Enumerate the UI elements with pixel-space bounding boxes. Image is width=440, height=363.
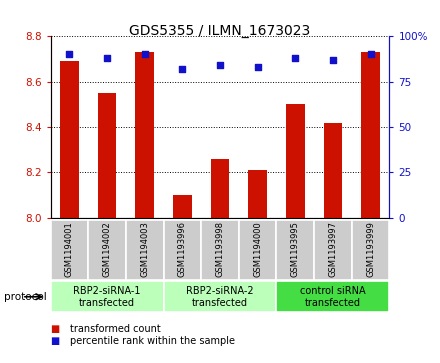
Point bbox=[292, 55, 299, 61]
Point bbox=[179, 66, 186, 72]
Text: RBP2-siRNA-2
transfected: RBP2-siRNA-2 transfected bbox=[186, 286, 254, 307]
Point bbox=[141, 52, 148, 57]
Text: RBP2-siRNA-1
transfected: RBP2-siRNA-1 transfected bbox=[73, 286, 141, 307]
Text: GSM1194001: GSM1194001 bbox=[65, 221, 74, 277]
Bar bbox=[276, 220, 314, 280]
Point bbox=[330, 57, 337, 63]
Point bbox=[367, 52, 374, 57]
Bar bbox=[164, 220, 201, 280]
Bar bbox=[352, 220, 389, 280]
Bar bbox=[88, 220, 126, 280]
Text: GSM1193999: GSM1193999 bbox=[366, 221, 375, 277]
Bar bbox=[173, 195, 192, 218]
Bar bbox=[98, 93, 117, 218]
Text: GSM1194003: GSM1194003 bbox=[140, 221, 149, 277]
Text: ■: ■ bbox=[51, 336, 60, 346]
Bar bbox=[314, 220, 352, 280]
Bar bbox=[361, 52, 380, 218]
Bar bbox=[60, 61, 79, 218]
Text: GSM1194000: GSM1194000 bbox=[253, 221, 262, 277]
Text: GSM1193995: GSM1193995 bbox=[291, 221, 300, 277]
Text: GDS5355 / ILMN_1673023: GDS5355 / ILMN_1673023 bbox=[129, 24, 311, 38]
Bar bbox=[248, 170, 267, 218]
Bar bbox=[323, 123, 342, 218]
Bar bbox=[164, 281, 276, 312]
Text: percentile rank within the sample: percentile rank within the sample bbox=[70, 336, 235, 346]
Point bbox=[254, 64, 261, 70]
Bar bbox=[286, 105, 305, 218]
Text: GSM1193997: GSM1193997 bbox=[328, 221, 337, 277]
Text: GSM1193998: GSM1193998 bbox=[216, 221, 224, 277]
Bar bbox=[51, 220, 88, 280]
Point bbox=[103, 55, 110, 61]
Text: control siRNA
transfected: control siRNA transfected bbox=[300, 286, 366, 307]
Text: protocol: protocol bbox=[4, 292, 47, 302]
Text: transformed count: transformed count bbox=[70, 323, 161, 334]
Bar bbox=[51, 281, 164, 312]
Bar bbox=[126, 220, 164, 280]
Text: ■: ■ bbox=[51, 323, 60, 334]
Bar bbox=[239, 220, 276, 280]
Bar bbox=[136, 52, 154, 218]
Bar bbox=[211, 159, 229, 218]
Point bbox=[66, 52, 73, 57]
Text: GSM1193996: GSM1193996 bbox=[178, 221, 187, 277]
Point bbox=[216, 62, 224, 68]
Bar bbox=[201, 220, 239, 280]
Text: GSM1194002: GSM1194002 bbox=[103, 221, 112, 277]
Bar bbox=[276, 281, 389, 312]
